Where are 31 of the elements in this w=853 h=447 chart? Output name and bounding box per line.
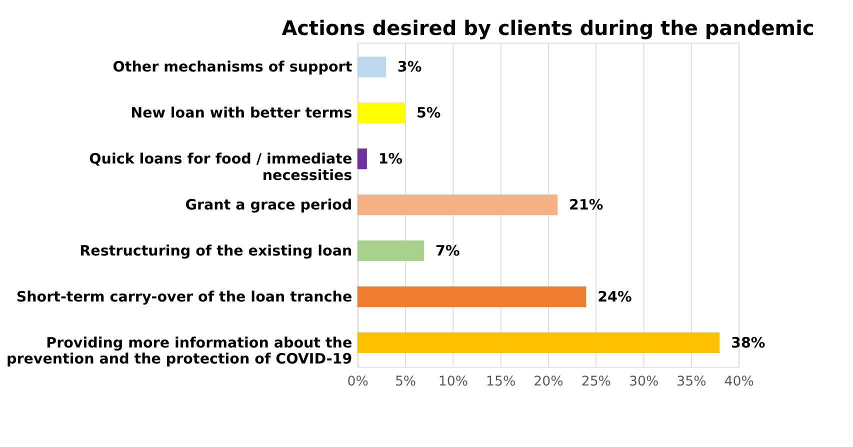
y-tick-label: Restructuring of the existing loan: [80, 244, 352, 260]
bar: [357, 286, 586, 308]
chart-title: Actions desired by clients during the pandemic: [282, 16, 814, 40]
bar: [357, 332, 720, 354]
y-tick-label: Grant a grace period: [185, 198, 352, 214]
x-tick-label: 15%: [486, 374, 516, 390]
x-tick-label: 25%: [581, 374, 611, 390]
data-label: 3%: [397, 60, 422, 76]
data-label: 1%: [378, 152, 403, 168]
x-tick-label: 40%: [724, 374, 754, 390]
bar: [357, 56, 386, 78]
data-label: 5%: [416, 106, 441, 122]
bar: [357, 240, 424, 262]
x-tick-label: 20%: [534, 374, 564, 390]
data-label: 24%: [598, 290, 632, 306]
x-tick-label: 30%: [628, 374, 659, 390]
bar: [357, 148, 367, 170]
x-tick-label: 5%: [394, 374, 416, 390]
data-label: 21%: [568, 198, 604, 214]
bar: [357, 102, 406, 124]
x-tick-label: 35%: [676, 374, 706, 390]
data-label: 38%: [731, 335, 766, 352]
y-tick-label: Quick loans for food / immediate necessities: [89, 152, 352, 184]
data-label: 7%: [436, 244, 460, 260]
y-tick-label: Other mechanisms of support: [112, 60, 352, 76]
bar: [357, 194, 558, 216]
y-tick-label: Short-term carry-over of the loan tranche: [16, 290, 352, 306]
x-tick-label: 0%: [347, 374, 368, 390]
x-tick-label: 10%: [438, 374, 468, 390]
y-tick-label: New loan with better terms: [130, 106, 352, 122]
y-tick-label: Providing more information about the prevention and the protection of COVID-19: [6, 335, 352, 368]
